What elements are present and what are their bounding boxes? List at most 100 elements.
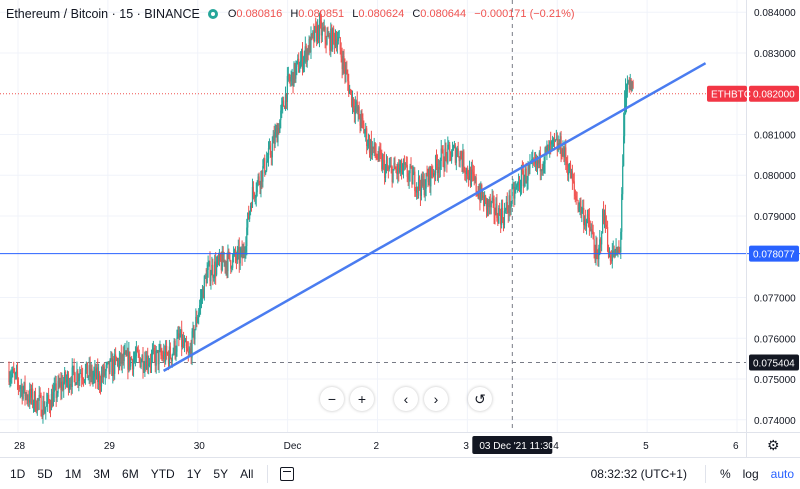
scroll-left-button[interactable]: ‹ [394, 387, 418, 411]
candle-body [185, 341, 188, 349]
range-button-ytd[interactable]: YTD [150, 466, 175, 481]
candle-body [327, 34, 329, 37]
candle-body [451, 148, 454, 157]
candle-body [269, 145, 272, 156]
drawings[interactable] [0, 62, 800, 372]
range-button-5d[interactable]: 5D [37, 466, 53, 481]
candle-body [120, 352, 122, 364]
candle-body [289, 79, 291, 82]
range-button-1m[interactable]: 1M [64, 466, 82, 481]
candle-body [511, 187, 513, 203]
candle-body [162, 355, 164, 359]
time-axis[interactable]: 28 29 30 Dec 2 3 4 5 6 03 Dec '21 11:30 [0, 432, 800, 455]
candle-body [573, 181, 575, 190]
candle-body [299, 68, 301, 73]
candle-body [338, 37, 340, 39]
candle-body [8, 370, 10, 383]
candle-body [69, 383, 71, 386]
clock[interactable]: 08:32:32 (UTC+1) [590, 466, 687, 481]
candle-body [43, 400, 45, 413]
candle-body [632, 81, 634, 89]
candle-body [388, 166, 390, 170]
range-button-1d[interactable]: 1D [10, 466, 26, 481]
range-button-5y[interactable]: 5Y [213, 466, 229, 481]
candle-body [158, 350, 160, 365]
range-button-all[interactable]: All [240, 466, 254, 481]
candle-body [51, 393, 53, 407]
calendar-icon[interactable] [280, 466, 295, 481]
candle-body [216, 263, 218, 275]
log-toggle[interactable]: log [742, 466, 759, 481]
candle-body [117, 360, 120, 368]
candle-body [366, 128, 368, 146]
candle-body [375, 153, 377, 156]
candle-body [585, 219, 587, 227]
candle-body [265, 170, 267, 174]
reset-chart-button[interactable]: ↺ [468, 387, 492, 411]
candle-body [182, 339, 185, 347]
candle-body [215, 261, 217, 275]
candle-body [219, 253, 221, 261]
candle-body [344, 65, 346, 75]
range-button-6m[interactable]: 6M [122, 466, 139, 481]
candle-body [198, 312, 200, 318]
candle-body [570, 171, 573, 179]
candle-body [254, 197, 256, 199]
candle-body [523, 177, 525, 187]
auto-toggle[interactable]: auto [770, 466, 794, 481]
candle-body [350, 90, 353, 106]
candle-body [98, 373, 100, 383]
candle-body [509, 195, 511, 209]
candle-body [408, 173, 410, 180]
candle-body [400, 160, 402, 169]
candle-body [583, 208, 585, 226]
candle-body [369, 140, 372, 153]
candle-body [61, 381, 63, 391]
candle-body [407, 176, 409, 180]
candle-body [505, 202, 507, 210]
time-tick-label: 5 [643, 441, 649, 452]
nav-gap [380, 387, 388, 411]
candle-body [581, 209, 583, 214]
candle-body [91, 368, 93, 380]
candle-body [389, 165, 391, 167]
candle-body [460, 152, 462, 159]
candle-body [253, 192, 255, 198]
gear-icon[interactable]: ⚙ [767, 437, 780, 453]
zoom-in-button[interactable]: + [350, 387, 374, 411]
range-button-1y[interactable]: 1Y [186, 466, 202, 481]
candle-body [594, 250, 596, 261]
candle-body [474, 177, 476, 181]
candle-body [99, 384, 102, 387]
candle-body [623, 136, 625, 166]
range-button-3m[interactable]: 3M [93, 466, 111, 481]
candle-body [284, 93, 287, 109]
candle-body [396, 169, 398, 175]
candle-body [522, 170, 524, 187]
candle-body [456, 148, 458, 155]
candle-body [115, 357, 118, 361]
candle-body [433, 173, 435, 176]
candle-body [390, 165, 392, 167]
price-axis[interactable]: 0.084000 0.083000 0.081000 0.080000 0.079000… [707, 0, 799, 457]
time-tick-label: 6 [733, 441, 739, 452]
chart-nav-bar: − + ‹ › ↺ [320, 387, 492, 411]
candle-body [275, 128, 277, 133]
scroll-right-button[interactable]: › [424, 387, 448, 411]
symbol-title[interactable]: Ethereum / Bitcoin · 15 · BINANCE [6, 7, 200, 21]
candle-body [56, 393, 58, 398]
candle-body [355, 101, 357, 106]
candle-body [382, 159, 384, 170]
candle-body [189, 348, 191, 353]
price-tick-label: 0.077000 [754, 294, 796, 305]
zoom-out-button[interactable]: − [320, 387, 344, 411]
candle-body [100, 373, 103, 387]
candle-body [330, 28, 332, 51]
candle-body [278, 128, 280, 133]
candle-body [438, 167, 440, 170]
candle-body [454, 145, 456, 163]
candle-body [549, 141, 551, 154]
candle-body [447, 144, 449, 163]
percent-toggle[interactable]: % [719, 466, 731, 481]
